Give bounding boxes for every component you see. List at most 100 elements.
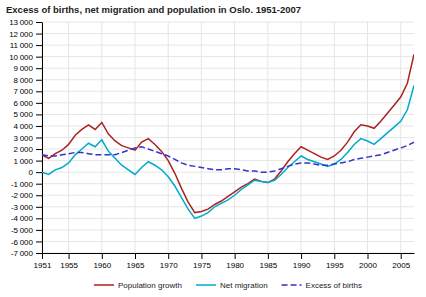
tick-mark [36, 149, 42, 150]
legend: Population growthNet migrationExcess of … [94, 281, 362, 290]
tick: 1960 [93, 253, 111, 270]
tick: 2 000 [14, 145, 42, 154]
grid-line [42, 22, 414, 23]
tick-label: 13 000 [9, 18, 33, 27]
tick-label: 1960 [93, 261, 111, 270]
tick-label: 1951 [34, 261, 52, 270]
tick-mark [36, 45, 42, 46]
tick-mark [268, 253, 269, 259]
tick-label: 6 000 [14, 99, 34, 108]
grid-line [135, 22, 136, 253]
tick-mark [36, 253, 42, 254]
tick-mark [368, 253, 369, 259]
grid-line [42, 253, 414, 254]
tick-mark [168, 253, 169, 259]
axis-line [42, 23, 43, 254]
axis-line [43, 253, 415, 254]
tick-mark [36, 195, 42, 196]
tick-label: -3 000 [11, 203, 34, 212]
tick: 1995 [326, 253, 344, 270]
grid-line [201, 22, 202, 253]
line [42, 86, 414, 219]
grid-line [42, 229, 414, 230]
tick: 1970 [160, 253, 178, 270]
tick-mark [36, 230, 42, 231]
tick-label: -7 000 [11, 249, 34, 258]
tick-label: 2 000 [14, 145, 34, 154]
grid-line [267, 22, 268, 253]
tick-mark [36, 218, 42, 219]
tick-label: 1970 [160, 261, 178, 270]
grid-line [42, 79, 414, 80]
tick-mark [201, 253, 202, 259]
grid-line [42, 160, 414, 161]
tick: 1990 [293, 253, 311, 270]
legend-label: Population growth [118, 281, 182, 290]
grid-line [42, 45, 414, 46]
tick-mark [36, 57, 42, 58]
tick-mark [69, 253, 70, 259]
tick: 12 000 [9, 30, 42, 39]
tick-label: 10 000 [9, 53, 33, 62]
grid-line [367, 22, 368, 253]
tick: -5 000 [11, 226, 42, 235]
tick-mark [301, 253, 302, 259]
tick-mark [36, 68, 42, 69]
tick: 1975 [193, 253, 211, 270]
tick-mark [36, 161, 42, 162]
tick-mark [36, 207, 42, 208]
line [42, 142, 414, 172]
tick: 6 000 [14, 99, 42, 108]
grid-line [42, 172, 414, 173]
grid-line [42, 33, 414, 34]
grid-line [42, 137, 414, 138]
grid-line [42, 206, 414, 207]
grid-line [234, 22, 235, 253]
tick-label: -6 000 [11, 238, 34, 247]
tick: -7 000 [11, 249, 42, 258]
tick-mark [36, 241, 42, 242]
legend-swatch [282, 284, 302, 286]
tick-label: 8 000 [14, 76, 34, 85]
tick-mark [135, 253, 136, 259]
legend-item: Population growth [94, 281, 182, 290]
tick: 11 000 [10, 41, 42, 50]
tick: 4 000 [14, 122, 42, 131]
tick: 1 000 [14, 157, 42, 166]
tick-mark [36, 103, 42, 104]
tick-label: 4 000 [14, 122, 34, 131]
tick-label: 2005 [392, 261, 410, 270]
tick-label: 1985 [259, 261, 277, 270]
tick-mark [334, 253, 335, 259]
tick: 1951 [34, 253, 52, 270]
tick: -4 000 [11, 214, 42, 223]
tick: 1985 [259, 253, 277, 270]
tick: -3 000 [11, 203, 42, 212]
tick: 7 000 [14, 87, 42, 96]
line [42, 54, 414, 212]
lines [42, 54, 414, 218]
legend-item: Excess of births [282, 281, 362, 290]
tick-label: 1990 [293, 261, 311, 270]
tick-label: 0 [29, 168, 34, 177]
y-axis: -7 000-6 000-5 000-4 000-3 000-2 000-1 0… [9, 18, 42, 258]
grid-line [301, 22, 302, 253]
grid-line [334, 22, 335, 253]
title: Excess of births, net migration and popu… [6, 4, 301, 15]
tick-mark [36, 172, 42, 173]
legend-label: Excess of births [306, 281, 362, 290]
tick: -2 000 [11, 191, 42, 200]
tick-label: 2000 [359, 261, 377, 270]
tick-mark [401, 253, 402, 259]
grid-line [42, 114, 414, 115]
grid-line [42, 183, 414, 184]
tick-mark [42, 253, 43, 259]
tick: 9 000 [14, 64, 42, 73]
tick: 5 000 [14, 110, 42, 119]
tick-label: 1980 [226, 261, 244, 270]
grid-line [42, 102, 414, 103]
legend-swatch [196, 284, 216, 286]
tick-label: 11 000 [10, 41, 34, 50]
tick-label: 3 000 [14, 134, 34, 143]
tick-mark [36, 126, 42, 127]
